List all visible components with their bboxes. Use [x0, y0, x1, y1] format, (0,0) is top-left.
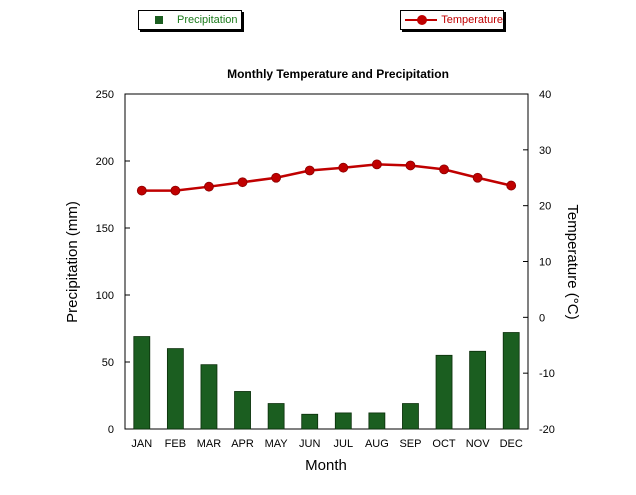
chart-title: Monthly Temperature and Precipitation: [227, 67, 449, 81]
legend-temperature: Temperature: [400, 10, 504, 30]
legend-precipitation: Precipitation: [138, 10, 242, 30]
x-tick-label: MAR: [197, 438, 222, 450]
x-tick-label: DEC: [500, 438, 523, 450]
temperature-point: [439, 164, 449, 175]
x-tick-label: JAN: [131, 438, 152, 450]
plot-frame: [124, 93, 529, 430]
legend-line-marker: [405, 14, 438, 26]
x-tick-label: FEB: [165, 438, 186, 450]
y-tick-label: 0: [108, 424, 114, 436]
precipitation-bar: [469, 350, 487, 430]
x-tick-label: OCT: [432, 438, 456, 450]
y2-tick-label: 20: [539, 201, 551, 213]
temperature-point: [237, 177, 248, 188]
precipitation-bar: [301, 413, 319, 430]
temperature-point: [472, 172, 483, 183]
x-tick-label: MAY: [265, 438, 289, 450]
y-tick-label: 150: [96, 223, 114, 235]
y2-tick-label: 30: [539, 145, 551, 157]
precipitation-bar: [267, 403, 285, 430]
precipitation-bar: [435, 354, 453, 430]
temperature-point: [338, 162, 349, 173]
temperature-point: [271, 172, 282, 183]
y2-tick-label: 10: [539, 257, 551, 269]
legend-precipitation-label: Precipitation: [177, 14, 238, 26]
y2-tick-label: 40: [539, 89, 551, 101]
temperature-point: [204, 181, 214, 192]
temperature-point: [506, 180, 517, 191]
y-tick-label: 50: [102, 357, 114, 369]
y-tick-label: 250: [96, 89, 114, 101]
precipitation-bar: [402, 403, 419, 430]
x-tick-label: JUL: [334, 438, 354, 450]
y-axis-label: Precipitation (mm): [64, 201, 81, 323]
precipitation-bar: [334, 412, 352, 430]
temperature-point: [405, 160, 416, 171]
x-tick-label: AUG: [365, 438, 389, 450]
y2-tick-label: 0: [539, 312, 545, 324]
y2-tick-label: -10: [539, 368, 555, 380]
precipitation-bar: [368, 412, 386, 430]
legend-temperature-label: Temperature: [441, 14, 503, 26]
x-tick-label: APR: [231, 438, 254, 450]
temperature-point: [371, 159, 382, 170]
precipitation-bar: [234, 391, 251, 430]
temperature-point: [136, 185, 147, 196]
x-axis-label: Month: [305, 457, 347, 474]
precipitation-bar: [166, 348, 184, 430]
precipitation-bar: [502, 332, 520, 430]
y2-axis-label: Temperature (°C): [564, 204, 581, 319]
x-tick-label: SEP: [399, 438, 421, 450]
y-tick-label: 200: [96, 156, 114, 168]
precipitation-bar: [200, 364, 218, 430]
temperature-line: [141, 163, 512, 192]
temperature-point: [170, 185, 181, 196]
y2-tick-label: -20: [539, 424, 555, 436]
temperature-point: [304, 165, 315, 176]
y-tick-label: 100: [96, 290, 114, 302]
x-tick-label: JUN: [299, 438, 320, 450]
precipitation-bar: [133, 336, 151, 430]
x-tick-label: NOV: [466, 438, 491, 450]
legend-bar-swatch: [155, 16, 163, 24]
